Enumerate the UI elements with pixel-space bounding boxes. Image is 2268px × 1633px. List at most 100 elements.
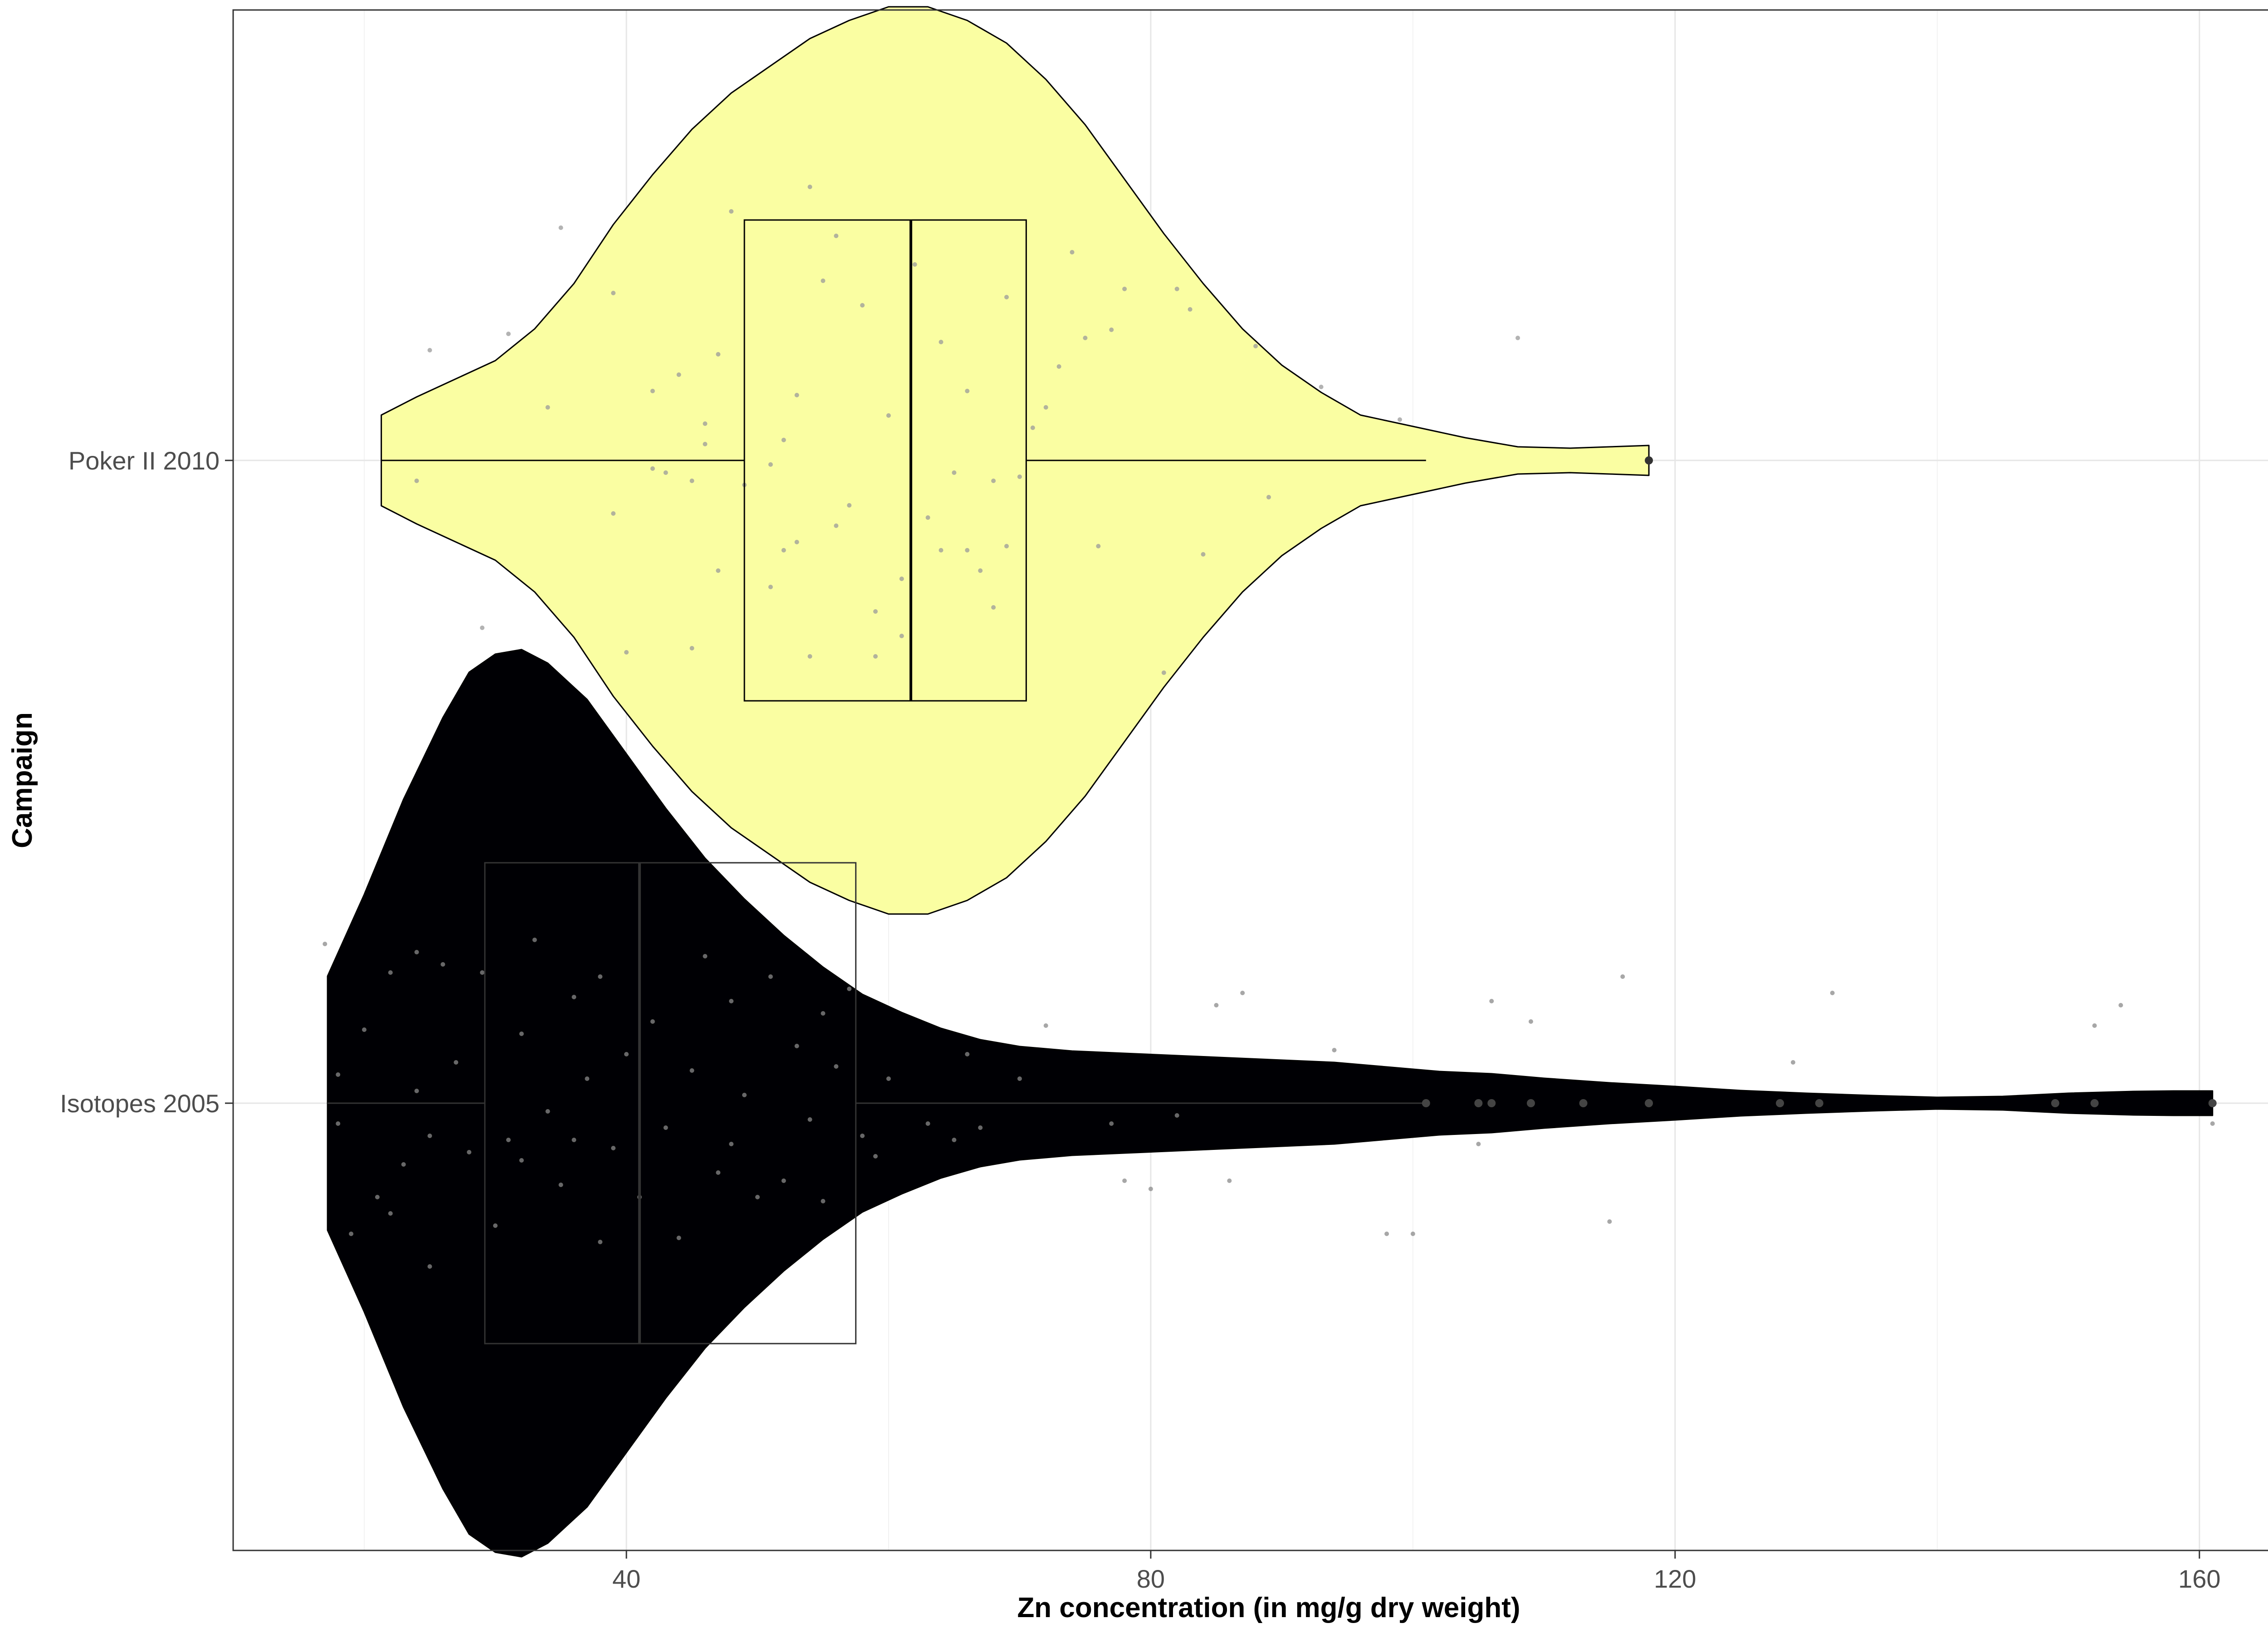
jitter-point [781, 548, 786, 552]
x-tick-label: 80 [1137, 1565, 1165, 1593]
jitter-point [794, 393, 799, 397]
jitter-point [1489, 999, 1494, 1003]
jitter-point [1790, 1060, 1795, 1065]
jitter-point [506, 332, 511, 336]
jitter-point [519, 1032, 524, 1036]
jitter-point [598, 974, 603, 979]
jitter-point [545, 405, 550, 410]
x-axis-title: Zn concentration (in mg/g dry weight) [1017, 1592, 1520, 1623]
jitter-point [899, 577, 904, 581]
jitter-point [1227, 1178, 1232, 1183]
jitter-point [401, 1162, 406, 1167]
jitter-point [834, 234, 839, 238]
jitter-point [794, 540, 799, 544]
jitter-point [388, 970, 393, 975]
jitter-point [440, 962, 445, 967]
jitter-point [532, 938, 537, 942]
jitter-point [1083, 336, 1088, 340]
y-tick-label: Poker II 2010 [68, 446, 220, 475]
jitter-point [716, 352, 721, 357]
outlier-point [1815, 1099, 1823, 1107]
jitter-point [624, 1052, 629, 1056]
jitter-point [414, 950, 419, 954]
x-tick-label: 40 [612, 1565, 640, 1593]
jitter-point [847, 503, 852, 508]
x-tick-label: 160 [2178, 1565, 2220, 1593]
jitter-point [834, 1064, 839, 1069]
jitter-point [1174, 287, 1179, 291]
jitter-point [480, 970, 485, 975]
jitter-point [506, 1138, 511, 1142]
jitter-points [323, 185, 2215, 1269]
outlier-point [2208, 1099, 2217, 1107]
jitter-point [467, 1150, 472, 1154]
jitter-point [676, 372, 681, 377]
jitter-point [480, 626, 485, 630]
jitter-point [755, 1195, 760, 1199]
jitter-point [414, 479, 419, 483]
jitter-point [965, 1052, 970, 1056]
jitter-point [1070, 250, 1075, 254]
jitter-point [493, 1223, 498, 1228]
jitter-point [1122, 1178, 1127, 1183]
jitter-point [1188, 307, 1193, 312]
jitter-point [821, 279, 826, 283]
jitter-point [703, 442, 708, 446]
jitter-point [598, 1240, 603, 1244]
jitter-point [768, 974, 773, 979]
jitter-point [991, 479, 996, 483]
jitter-point [729, 209, 734, 214]
jitter-point [624, 650, 629, 655]
outlier-point [2090, 1099, 2099, 1107]
jitter-point [1174, 1113, 1179, 1118]
jitter-point [873, 654, 878, 659]
jitter-point [1620, 974, 1625, 979]
jitter-point [1397, 417, 1402, 422]
jitter-point [807, 185, 812, 189]
jitter-point [1109, 328, 1114, 332]
outlier-point [1526, 1099, 1535, 1107]
boxplots [327, 219, 2217, 1345]
jitter-point [558, 225, 563, 230]
jitter-point [676, 1236, 681, 1240]
jitter-point [663, 1125, 668, 1130]
jitter-point [768, 462, 773, 467]
jitter-point [1476, 1142, 1481, 1146]
jitter-point [1043, 1023, 1048, 1028]
outlier-point [1579, 1099, 1588, 1107]
jitter-point [1056, 364, 1061, 369]
jitter-point [952, 470, 957, 475]
jitter-point [572, 1138, 577, 1142]
jitter-point [1830, 991, 1835, 995]
y-tick-label: Isotopes 2005 [60, 1089, 220, 1118]
jitter-point [1043, 405, 1048, 410]
jitter-point [873, 1154, 878, 1159]
jitter-point [414, 1089, 419, 1093]
jitter-point [781, 438, 786, 442]
box-iqr [743, 219, 1027, 702]
jitter-point [572, 995, 577, 999]
jitter-point [1332, 1048, 1337, 1052]
jitter-point [886, 1076, 891, 1081]
jitter-point [388, 1211, 393, 1216]
jitter-point [781, 1178, 786, 1183]
jitter-point [1109, 1121, 1114, 1126]
jitter-point [703, 421, 708, 426]
jitter-point [1214, 1003, 1219, 1007]
jitter-point [834, 523, 839, 528]
jitter-point [1030, 425, 1035, 430]
jitter-point [349, 1232, 354, 1236]
jitter-point [886, 413, 891, 418]
jitter-point [873, 609, 878, 614]
jitter-point [1148, 1187, 1153, 1191]
jitter-point [899, 634, 904, 638]
jitter-point [427, 348, 432, 352]
jitter-point [2210, 1121, 2215, 1126]
jitter-point [650, 1019, 655, 1024]
jitter-point [938, 548, 943, 552]
jitter-point [768, 585, 773, 589]
outlier-point [1487, 1099, 1496, 1107]
jitter-point [965, 389, 970, 393]
jitter-point [454, 1060, 459, 1065]
